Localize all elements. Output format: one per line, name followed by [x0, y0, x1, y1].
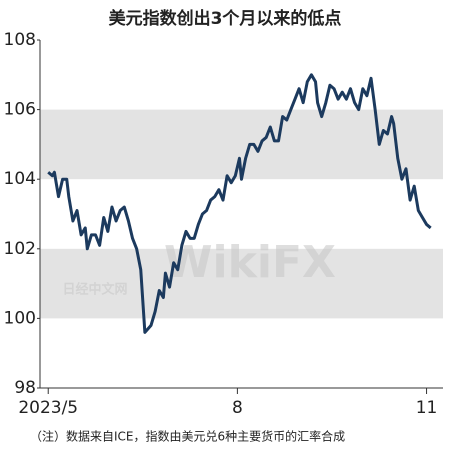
chart-title: 美元指数创出3个月以来的低点: [109, 8, 342, 29]
y-tick-label: 108: [4, 30, 36, 50]
band: [40, 248, 443, 319]
x-tick-label: 2023/5: [18, 398, 78, 418]
line: [47, 73, 432, 334]
y-tick-label: 106: [4, 100, 36, 120]
watermark: 日经中文网: [62, 282, 127, 298]
y-tick-label: 104: [4, 169, 36, 189]
watermark: WikiFX: [164, 237, 336, 288]
y-tick-label: 100: [4, 308, 36, 328]
note: （注）数据来自ICE，指数由美元兑6种主要货币的汇率合成: [30, 429, 345, 444]
y-tick-label: 98: [14, 378, 36, 398]
y-tick-label: 102: [4, 239, 36, 259]
x-tick-label: 8: [232, 398, 243, 418]
x-tick-label: 11: [416, 398, 438, 418]
